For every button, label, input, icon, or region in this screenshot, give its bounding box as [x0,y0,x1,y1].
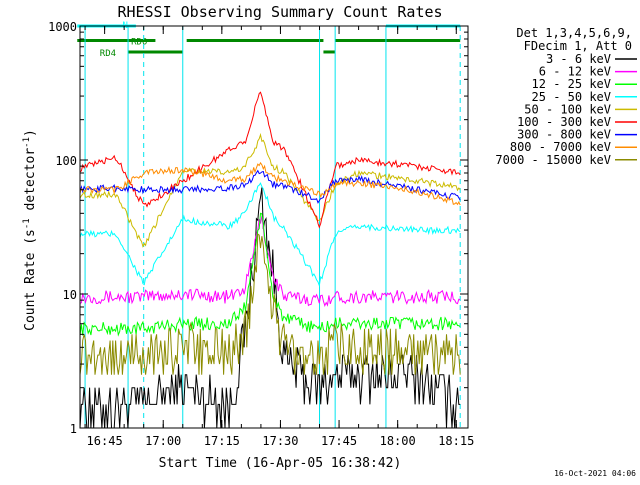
x-tick-label: 17:15 [204,434,240,448]
y-axis-label: Count Rate (s-1 detector-1) [22,129,38,331]
series-lines [79,91,461,429]
x-tick-label: 17:30 [262,434,298,448]
series-line [79,182,461,288]
legend-entry-label: 100 - 300 keV [517,115,611,129]
plot-frame [79,25,469,429]
y-axis-label-part: Count Rate (s [23,229,38,331]
legend-entry-label: 7000 - 15000 keV [495,153,611,167]
y-tick-label: 10 [63,288,77,302]
x-tick-label: 18:00 [380,434,416,448]
series-line [79,233,461,375]
y-tick-label: 1000 [48,20,77,34]
y-tick-label: 100 [55,154,77,168]
y-axis-label-sup: -1 [22,218,32,229]
series-line [79,212,461,337]
legend-entry-label: 3 - 6 keV [546,52,611,66]
x-tick-label: 17:00 [145,434,181,448]
y-axis-label-part: detector [23,148,38,219]
series-line [79,132,461,248]
series-line [79,161,461,206]
legend-entry-label: 300 - 800 keV [517,128,611,142]
x-tick-label: 17:45 [321,434,357,448]
legend-entry-label: 12 - 25 keV [532,77,611,91]
legend-entry-label: 50 - 100 keV [524,102,611,116]
series-line [79,169,461,204]
legend: Det 1,3,4,5,6,9, FDecim 1, Att 0 3 - 6 k… [495,26,637,167]
legend-entry-label: 6 - 12 keV [539,65,611,79]
x-tick-label: 18:15 [438,434,474,448]
flag-label: RD4 [100,49,116,59]
chart-title: RHESSI Observing Summary Count Rates [117,3,442,21]
legend-entry-label: 800 - 7000 keV [510,140,611,154]
y-axis-label-part: ) [23,129,38,137]
y-tick-label: 1 [70,422,77,436]
legend-entry-label: 25 - 50 keV [532,90,611,104]
legend-header-line: FDecim 1, Att 0 [524,39,632,53]
footer-timestamp: 16-Oct-2021 04:06 [554,469,636,478]
legend-header-line: Det 1,3,4,5,6,9, [516,26,632,40]
series-line [79,216,461,307]
y-axis-label-sup: -1 [22,137,32,148]
x-axis-label: Start Time (16-Apr-05 16:38:42) [159,456,402,471]
series-line [79,91,461,229]
axes: 1 10 100 1000 16:45 17:00 17:15 17:30 17:45 18:00… [48,20,474,448]
x-tick-label: 16:45 [87,434,123,448]
flag-label: RD0 [131,37,147,47]
series-line [79,187,461,429]
